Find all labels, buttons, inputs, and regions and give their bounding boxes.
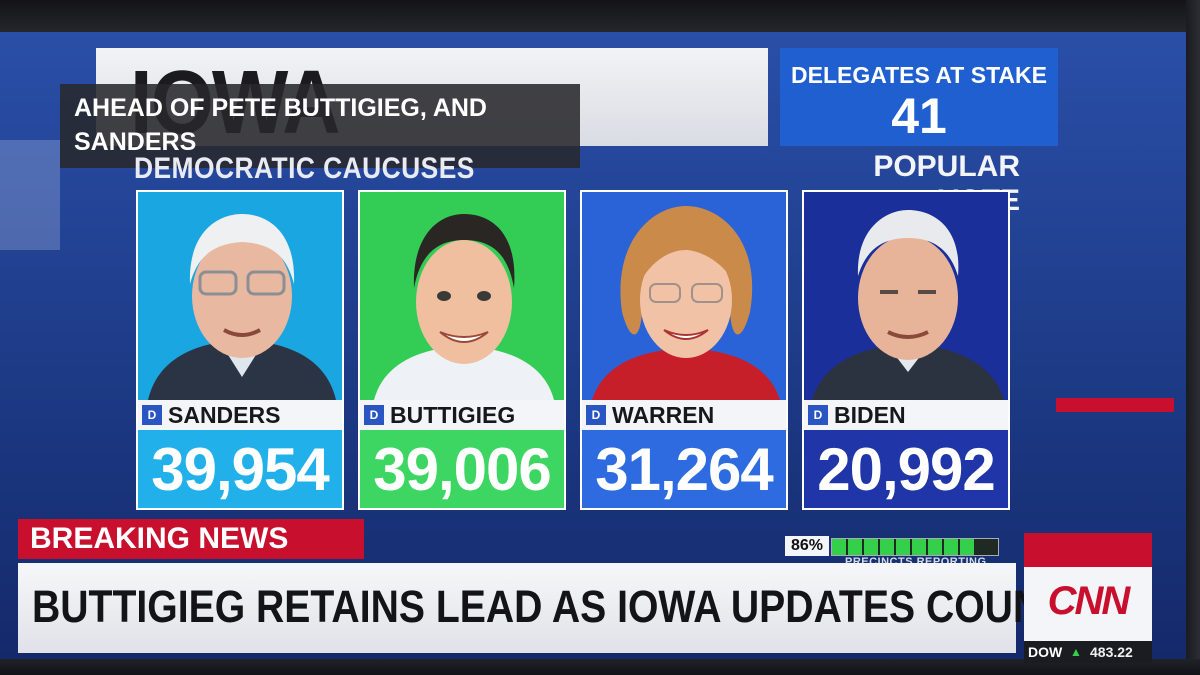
candidate-portrait (360, 192, 564, 400)
stock-ticker: DOW ▲ 483.22 (1024, 641, 1152, 663)
candidate-portrait (582, 192, 786, 400)
candidate-portrait (138, 192, 342, 400)
party-badge: D (142, 405, 162, 425)
candidate-name: WARREN (612, 402, 715, 428)
candidate-card-warren: D WARREN 31,264 (580, 190, 788, 510)
precincts-progress-fill (832, 539, 975, 555)
tv-bezel-top (0, 0, 1200, 32)
network-logo-box: CNN (1024, 567, 1152, 641)
ticker-value: 483.22 (1090, 644, 1133, 660)
network-bug-top (1024, 533, 1152, 567)
candidate-card-buttigieg: D BUTTIGIEG 39,006 (358, 190, 566, 510)
overlay-caption: AHEAD OF PETE BUTTIGIEG, AND SANDERS (60, 84, 580, 168)
cnn-logo: CNN (1047, 579, 1131, 623)
candidate-name: BUTTIGIEG (390, 402, 516, 428)
candidate-votes: 20,992 (804, 430, 1008, 508)
candidate-namebar: D BUTTIGIEG (360, 400, 564, 430)
candidate-portrait (804, 192, 1008, 400)
candidate-name: BIDEN (834, 402, 906, 428)
up-arrow-icon: ▲ (1070, 645, 1082, 659)
precincts-progress-bar (831, 538, 999, 556)
party-badge: D (808, 405, 828, 425)
tv-bezel-right (1186, 0, 1200, 675)
headline-bar: BUTTIGIEG RETAINS LEAD AS IOWA UPDATES C… (18, 563, 1065, 653)
candidate-namebar: D BIDEN (804, 400, 1008, 430)
delegates-panel: DELEGATES AT STAKE 41 (780, 48, 1058, 146)
candidate-namebar: D SANDERS (138, 400, 342, 430)
candidate-namebar: D WARREN (582, 400, 786, 430)
party-badge: D (586, 405, 606, 425)
tv-bezel-bottom (0, 659, 1200, 675)
candidate-card-biden: D BIDEN 20,992 (802, 190, 1010, 510)
ticker-index: DOW (1028, 644, 1063, 660)
decorative-stripe (1056, 398, 1174, 412)
event-subtitle: DEMOCRATIC CAUCUSES (134, 152, 475, 185)
headline-text: BUTTIGIEG RETAINS LEAD AS IOWA UPDATES C… (32, 581, 1066, 632)
party-badge: D (364, 405, 384, 425)
candidate-votes: 39,006 (360, 430, 564, 508)
delegates-label: DELEGATES AT STAKE (791, 62, 1047, 88)
delegates-value: 41 (891, 88, 947, 144)
breaking-news-banner: BREAKING NEWS (18, 519, 364, 559)
candidate-votes: 39,954 (138, 430, 342, 508)
candidate-name: SANDERS (168, 402, 281, 428)
candidate-votes: 31,264 (582, 430, 786, 508)
candidate-card-sanders: D SANDERS 39,954 (136, 190, 344, 510)
precincts-percent: 86% (785, 536, 829, 556)
screen-glare (0, 140, 60, 250)
